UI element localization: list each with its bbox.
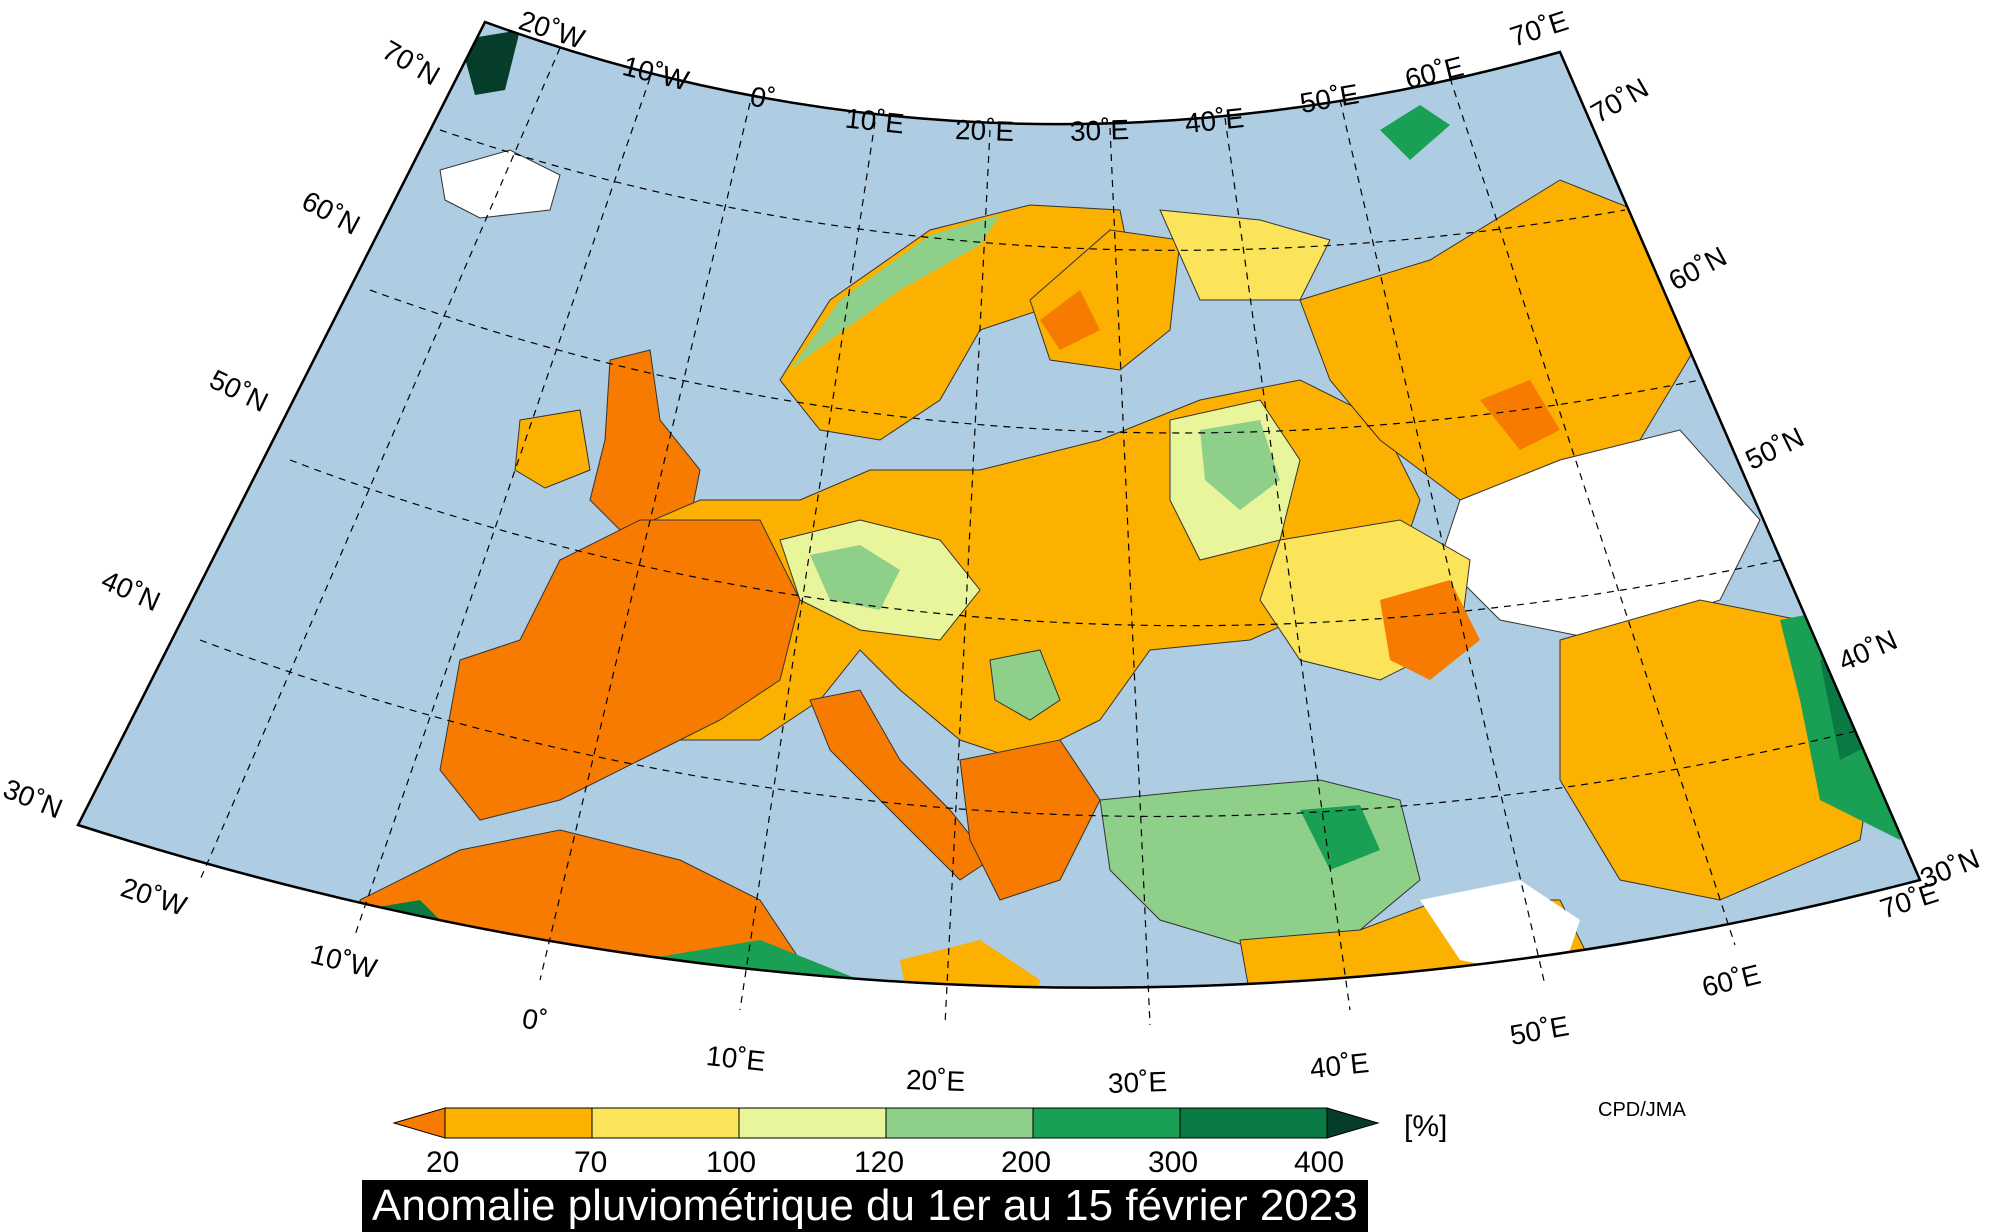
lon-label-top: 0˚	[748, 81, 778, 116]
russia-dry-patch	[1480, 380, 1560, 450]
map-frame	[76, 20, 1922, 989]
lon-label-top: 70˚E	[1506, 5, 1572, 53]
colorbar-swatch	[1032, 1107, 1181, 1139]
lon-label-top: 40˚E	[1183, 102, 1245, 139]
egypt-region	[1040, 990, 1240, 1070]
libya-region	[900, 940, 1040, 988]
colorbar-tick: 20	[426, 1146, 459, 1179]
lon-label-top: 10˚E	[844, 102, 906, 139]
map-title: Anomalie pluviométrique du 1er au 15 fév…	[362, 1180, 1368, 1232]
lon-label-top: 20˚E	[955, 114, 1015, 147]
lat-label-right: 30˚N	[1916, 843, 1984, 894]
turkey-wet-core	[1300, 805, 1380, 870]
lon-label-bottom: 60˚E	[1699, 958, 1764, 1002]
italy-region	[809, 689, 991, 881]
lon-label-bottom: 50˚E	[1508, 1010, 1572, 1051]
lon-label-bottom: 20˚E	[906, 1064, 966, 1097]
latitude-grid	[199, 129, 1861, 818]
colorbar-tick: 120	[854, 1146, 904, 1179]
colorbar-tick: 100	[706, 1146, 756, 1179]
colorbar-swatch	[444, 1107, 593, 1139]
credit-label: CPD/JMA	[1598, 1099, 1686, 1121]
lat-label-left: 40˚N	[97, 564, 165, 617]
finland-dry-core	[1040, 290, 1100, 350]
kola-region	[1159, 209, 1331, 301]
caspian-dry-patch	[1380, 580, 1480, 680]
greece-region	[959, 739, 1101, 901]
lat-label-right: 70˚N	[1586, 72, 1654, 129]
lon-label-bottom: 0˚	[520, 1003, 550, 1038]
balkan-wet-patch	[989, 649, 1061, 721]
lat-label-left: 50˚N	[205, 364, 273, 418]
colorbar-tick: 70	[574, 1146, 607, 1179]
colorbar-swatch	[1326, 1107, 1380, 1139]
colorbar-tick: 300	[1148, 1146, 1198, 1179]
colorbar-tick: 400	[1294, 1146, 1344, 1179]
lat-label-right: 50˚N	[1741, 421, 1809, 475]
greenland-region	[460, 30, 520, 95]
alps-wet-core	[810, 545, 900, 610]
lat-label-left: 70˚N	[377, 34, 445, 91]
lon-label-bottom: 40˚E	[1308, 1047, 1370, 1084]
lon-label-bottom: 10˚E	[705, 1040, 767, 1077]
colorbar-swatch	[591, 1107, 740, 1139]
land-anomaly-layer	[359, 30, 1920, 1070]
lat-label-right: 60˚N	[1664, 241, 1732, 297]
ireland-region	[514, 409, 591, 489]
novaya-zemlya-region	[1380, 105, 1450, 160]
colorbar-unit: [%]	[1404, 1110, 1447, 1143]
colorbar-tick: 200	[1001, 1146, 1051, 1179]
belarus-wet-core	[1200, 420, 1280, 510]
iran-nodata	[1420, 880, 1580, 980]
colorbar-swatch	[738, 1107, 887, 1139]
iberia-france-region	[439, 519, 801, 821]
lon-label-bottom: 20˚W	[117, 872, 191, 922]
colorbar-swatch	[392, 1107, 446, 1139]
colorbar: 20 70 100 120 200 300 400 [%]	[392, 1107, 1447, 1179]
longitude-grid	[199, 47, 1736, 1026]
lat-label-left: 30˚N	[0, 773, 67, 824]
norway-coast-wet	[790, 215, 1000, 370]
colorbar-swatch	[1179, 1107, 1328, 1139]
lat-label-right: 40˚N	[1834, 624, 1902, 677]
lon-label-bottom: 30˚E	[1107, 1066, 1167, 1099]
lon-label-bottom: 10˚W	[308, 938, 381, 984]
lon-label-top: 30˚E	[1069, 114, 1129, 147]
colorbar-swatch	[885, 1107, 1034, 1139]
lat-label-left: 60˚N	[297, 185, 365, 241]
iceland-region	[439, 149, 561, 219]
